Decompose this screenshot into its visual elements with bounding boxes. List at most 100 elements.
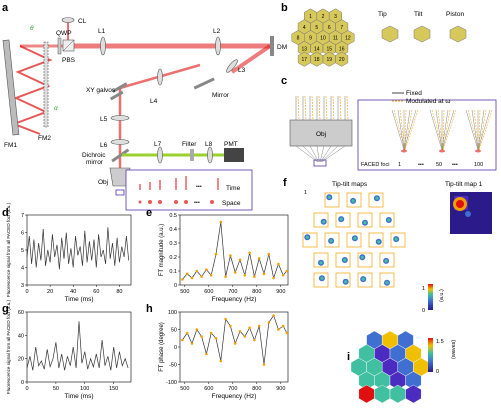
x-axis-label: Frequency (Hz) <box>212 296 257 303</box>
data-point <box>262 363 266 366</box>
panel-c-rays <box>295 95 349 167</box>
x-tick-label: 0 <box>25 289 28 295</box>
foci-fixed-ray <box>477 109 491 151</box>
data-point <box>205 352 208 356</box>
foci-fixed-ray <box>429 109 443 151</box>
x-tick-label: 600 <box>204 386 213 392</box>
wavefront-segment <box>405 371 422 390</box>
y-tick-label: 0 <box>21 380 24 386</box>
x-tick-label: 500 <box>180 289 189 295</box>
dm-segment-number: 8 <box>297 36 300 42</box>
cb-i-min: 0 <box>436 369 439 375</box>
data-point <box>229 324 232 328</box>
panel-f-colorbar: 1 0 (a.u.) <box>422 284 445 314</box>
data-point <box>238 258 242 262</box>
series-line <box>26 227 130 270</box>
focusing-ray <box>321 145 346 163</box>
foci-mod-ray <box>442 109 457 151</box>
foci-mod-ray <box>478 109 493 151</box>
data-point <box>185 331 189 335</box>
pmt <box>224 148 244 162</box>
time-space-inset <box>125 169 253 211</box>
panel-label-c: c <box>281 75 287 87</box>
chart-h: 500 600 700 800 900 -100 -50 0 50 100 Frequency (H… <box>159 310 289 400</box>
wavefront-segment <box>389 384 406 404</box>
modulated-label: Modulated at ω <box>406 98 450 105</box>
data-point <box>190 276 194 280</box>
map-blob-core <box>387 218 391 222</box>
y-tick-label: 20 <box>18 357 24 363</box>
chart-frame <box>179 311 289 383</box>
y-tick-label: 40 <box>18 333 24 339</box>
xy-galvos-label: XY galvos <box>86 87 116 94</box>
l4-lens <box>157 68 163 86</box>
panel-label-i: i <box>347 351 350 363</box>
data-point <box>243 273 247 277</box>
y-tick-label: 0.1 <box>169 269 177 275</box>
map-blob-core <box>375 196 379 200</box>
panel-label-e: e <box>146 207 152 219</box>
modulated-ray <box>346 95 349 121</box>
data-point <box>267 252 271 256</box>
map-blob-core <box>344 280 348 284</box>
map-blob-core <box>339 217 343 221</box>
foci-fixed-ray <box>441 109 449 151</box>
focusing-ray <box>302 145 319 163</box>
x-tick-label: 900 <box>276 386 285 392</box>
data-point <box>185 272 189 276</box>
focusing-ray <box>320 145 332 163</box>
chart-e: 500 600 700 800 900 0 0.1 0.2 0.3 0.4 0.5 Frequency… <box>159 213 289 303</box>
panel-label-d: d <box>2 207 9 219</box>
dm-segment-number: 13 <box>302 46 308 52</box>
focus-spot <box>475 149 481 153</box>
pmt-label: PMT <box>224 141 238 148</box>
map-blob-core <box>319 261 323 265</box>
modulated-ray <box>325 95 328 121</box>
data-point <box>272 276 275 280</box>
theta-label: θ <box>30 25 34 32</box>
filter-label: Filter <box>182 141 197 148</box>
focus-spot <box>401 149 407 153</box>
faced-foci-label: FACED foci <box>361 162 389 168</box>
l5-label: L5 <box>100 116 108 123</box>
data-point <box>214 252 218 256</box>
y-tick-label: 100 <box>168 310 177 316</box>
y-axis-label: FT phase (degree) <box>159 322 165 372</box>
tip-tilt-map <box>357 252 373 268</box>
data-point <box>262 272 266 276</box>
dm-segment-number: 15 <box>326 46 332 52</box>
l8-label: L8 <box>205 141 213 148</box>
time-dots: ••• <box>196 184 202 190</box>
y-axis-label: Fluorescence signal from all FACED foci … <box>6 299 11 394</box>
x-axis-label: Time (ms) <box>64 296 93 303</box>
foci-fixed-ray <box>397 109 405 151</box>
x-tick-label: 60 <box>93 289 99 295</box>
focus-spot <box>439 149 445 153</box>
panel-label-f: f <box>283 177 287 189</box>
wavefront-hex-map <box>350 330 430 404</box>
panel-label-b: b <box>281 2 288 14</box>
panel-c: c Obj Fixed Modulated at ω FACED foci 1 … <box>281 75 497 171</box>
focusing-ray <box>316 145 320 163</box>
l1-lens <box>100 36 106 56</box>
dm-segment-number: 5 <box>315 25 318 31</box>
map-blob-core <box>322 220 326 224</box>
data-point <box>224 275 227 278</box>
fm1-label: FM1 <box>4 142 17 149</box>
sample <box>115 189 125 196</box>
data-point <box>281 324 285 328</box>
modulated-ray <box>332 95 335 121</box>
pbs-label: PBS <box>62 57 76 64</box>
map-blob-core <box>329 239 333 243</box>
data-point <box>195 269 199 273</box>
l6-label: L6 <box>100 142 108 149</box>
l2-lens <box>215 36 221 56</box>
x-tick-label: 0 <box>25 386 28 392</box>
panel-label-a: a <box>2 2 9 14</box>
tilt-hex-icon <box>413 25 431 43</box>
x-tick-label: 100 <box>80 386 89 392</box>
y-axis-label: FT magnitude (a.u.) <box>159 224 165 277</box>
dm-segment-number: 1 <box>309 14 312 20</box>
time-pulses <box>139 176 219 190</box>
dm-segment <box>335 40 349 56</box>
